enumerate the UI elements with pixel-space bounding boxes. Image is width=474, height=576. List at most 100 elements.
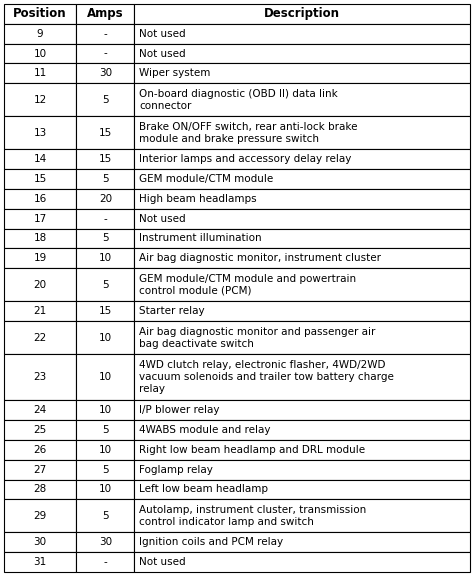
Bar: [135, 499, 470, 532]
Text: Right low beam headlamp and DRL module: Right low beam headlamp and DRL module: [139, 445, 365, 455]
Bar: [135, 116, 470, 149]
Text: 5: 5: [102, 233, 109, 244]
Text: 18: 18: [34, 233, 47, 244]
Bar: [4, 552, 76, 572]
Bar: [4, 480, 76, 499]
Text: -: -: [103, 48, 107, 59]
Bar: [76, 84, 135, 116]
Text: 17: 17: [34, 214, 47, 223]
Text: 11: 11: [34, 69, 47, 78]
Text: 5: 5: [102, 95, 109, 105]
Bar: [135, 321, 470, 354]
Text: Air bag diagnostic monitor, instrument cluster: Air bag diagnostic monitor, instrument c…: [139, 253, 382, 263]
Bar: [4, 354, 76, 400]
Text: 22: 22: [34, 332, 47, 343]
Bar: [4, 499, 76, 532]
Bar: [4, 44, 76, 63]
Bar: [76, 499, 135, 532]
Bar: [76, 189, 135, 209]
Text: 15: 15: [99, 128, 112, 138]
Text: 15: 15: [99, 306, 112, 316]
Bar: [76, 44, 135, 63]
Text: 10: 10: [99, 372, 112, 382]
Bar: [4, 301, 76, 321]
Bar: [76, 552, 135, 572]
Bar: [135, 169, 470, 189]
Text: 10: 10: [99, 332, 112, 343]
Text: Ignition coils and PCM relay: Ignition coils and PCM relay: [139, 537, 283, 547]
Text: Not used: Not used: [139, 214, 186, 223]
Bar: [4, 440, 76, 460]
Bar: [135, 354, 470, 400]
Text: Interior lamps and accessory delay relay: Interior lamps and accessory delay relay: [139, 154, 352, 164]
Bar: [135, 400, 470, 420]
Bar: [135, 63, 470, 84]
Bar: [4, 84, 76, 116]
Text: 4WABS module and relay: 4WABS module and relay: [139, 425, 271, 435]
Text: 15: 15: [34, 174, 47, 184]
Text: Not used: Not used: [139, 48, 186, 59]
Bar: [4, 229, 76, 248]
Text: Wiper system: Wiper system: [139, 69, 211, 78]
Bar: [135, 460, 470, 480]
Bar: [76, 248, 135, 268]
Bar: [135, 229, 470, 248]
Bar: [4, 268, 76, 301]
Text: Starter relay: Starter relay: [139, 306, 205, 316]
Bar: [4, 460, 76, 480]
Bar: [76, 354, 135, 400]
Text: 23: 23: [34, 372, 47, 382]
Text: GEM module/CTM module and powertrain
control module (PCM): GEM module/CTM module and powertrain con…: [139, 274, 356, 295]
Text: 5: 5: [102, 425, 109, 435]
Text: 20: 20: [99, 194, 112, 204]
Text: High beam headlamps: High beam headlamps: [139, 194, 257, 204]
Text: 12: 12: [34, 95, 47, 105]
Bar: [76, 301, 135, 321]
Text: 5: 5: [102, 511, 109, 521]
Bar: [76, 4, 135, 24]
Text: 27: 27: [34, 465, 47, 475]
Text: 5: 5: [102, 465, 109, 475]
Text: 10: 10: [99, 484, 112, 494]
Bar: [4, 400, 76, 420]
Text: 28: 28: [34, 484, 47, 494]
Bar: [76, 63, 135, 84]
Text: 19: 19: [34, 253, 47, 263]
Text: 31: 31: [34, 557, 47, 567]
Text: 21: 21: [34, 306, 47, 316]
Text: 13: 13: [34, 128, 47, 138]
Bar: [4, 532, 76, 552]
Text: 5: 5: [102, 174, 109, 184]
Text: Instrument illumination: Instrument illumination: [139, 233, 262, 244]
Text: Autolamp, instrument cluster, transmission
control indicator lamp and switch: Autolamp, instrument cluster, transmissi…: [139, 505, 367, 527]
Text: Not used: Not used: [139, 557, 186, 567]
Text: Description: Description: [264, 7, 340, 20]
Bar: [76, 400, 135, 420]
Bar: [135, 440, 470, 460]
Bar: [135, 301, 470, 321]
Bar: [4, 189, 76, 209]
Text: 30: 30: [34, 537, 46, 547]
Text: 10: 10: [99, 445, 112, 455]
Bar: [76, 24, 135, 44]
Text: -: -: [103, 29, 107, 39]
Bar: [135, 268, 470, 301]
Bar: [135, 149, 470, 169]
Text: 20: 20: [34, 280, 46, 290]
Text: 25: 25: [34, 425, 47, 435]
Text: 15: 15: [99, 154, 112, 164]
Text: 30: 30: [99, 69, 112, 78]
Text: Brake ON/OFF switch, rear anti-lock brake
module and brake pressure switch: Brake ON/OFF switch, rear anti-lock brak…: [139, 122, 358, 144]
Text: I/P blower relay: I/P blower relay: [139, 405, 220, 415]
Text: 10: 10: [99, 253, 112, 263]
Bar: [135, 552, 470, 572]
Text: 14: 14: [34, 154, 47, 164]
Bar: [76, 149, 135, 169]
Text: 10: 10: [34, 48, 46, 59]
Bar: [4, 4, 76, 24]
Bar: [76, 116, 135, 149]
Text: -: -: [103, 214, 107, 223]
Bar: [4, 248, 76, 268]
Bar: [4, 169, 76, 189]
Bar: [4, 321, 76, 354]
